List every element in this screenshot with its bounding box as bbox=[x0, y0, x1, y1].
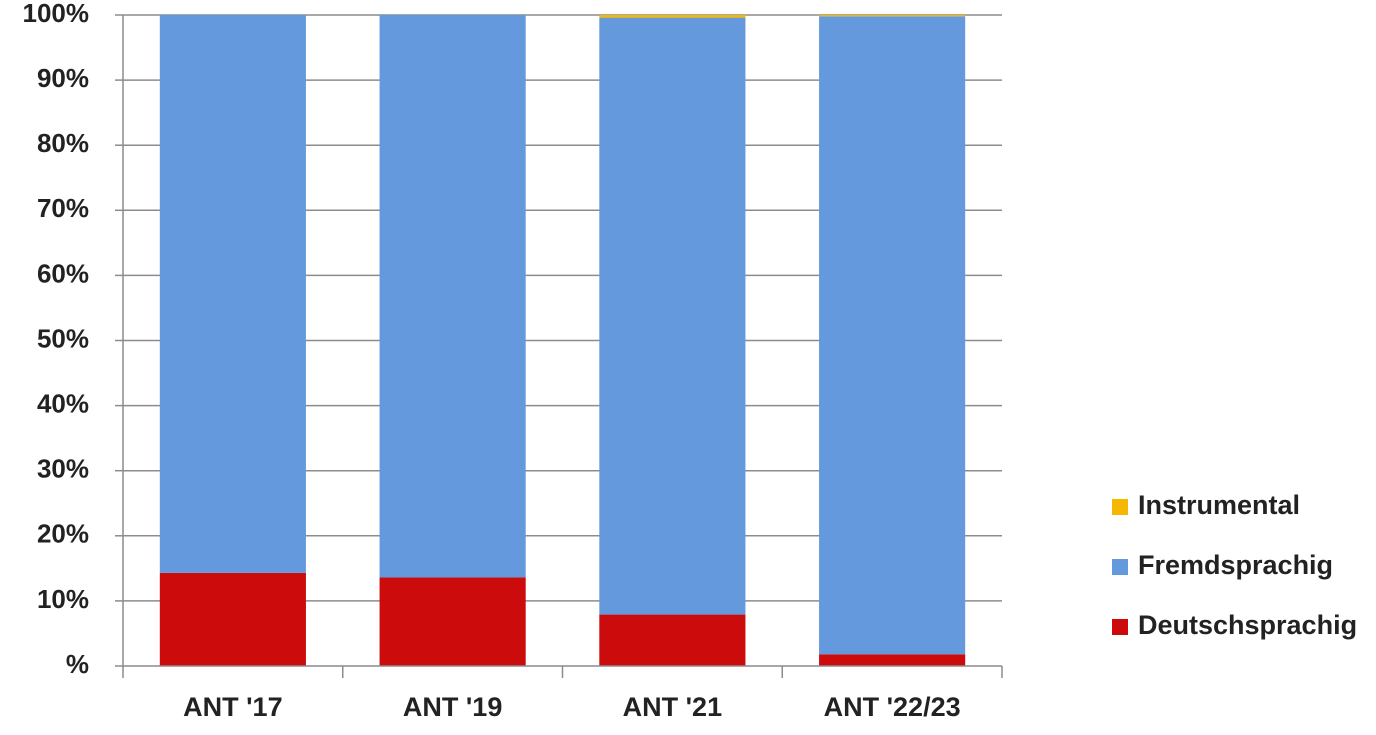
legend-swatch bbox=[1112, 499, 1128, 515]
y-tick-label: 80% bbox=[37, 128, 89, 158]
y-tick-labels: % 10% 20% 30% 40% 50% 60% 70% 80% 90% 100% bbox=[23, 0, 90, 679]
category-labels: ANT '17 ANT '19 ANT '21 ANT '22/23 bbox=[183, 692, 960, 722]
x-category-label: ANT '21 bbox=[623, 692, 722, 722]
bar-segment bbox=[380, 577, 526, 666]
y-tick-label: 30% bbox=[37, 454, 89, 484]
x-category-label: ANT '22/23 bbox=[824, 692, 961, 722]
y-tick-label: 70% bbox=[37, 193, 89, 223]
bar-segment bbox=[380, 15, 526, 577]
x-category-label: ANT '17 bbox=[183, 692, 282, 722]
y-tick-label: 90% bbox=[37, 63, 89, 93]
bar-segment bbox=[160, 15, 306, 573]
y-tick-label: 60% bbox=[37, 258, 89, 288]
legend-swatch bbox=[1112, 619, 1128, 635]
bar-segment bbox=[599, 15, 745, 18]
legend: Instrumental Fremdsprachig Deutschsprachig bbox=[1112, 490, 1357, 640]
bar-segment bbox=[819, 15, 965, 16]
y-tick-label: % bbox=[66, 649, 89, 679]
bar-segment bbox=[599, 615, 745, 666]
legend-label: Instrumental bbox=[1138, 490, 1300, 520]
y-tick-label: 10% bbox=[37, 584, 89, 614]
x-category-label: ANT '19 bbox=[403, 692, 502, 722]
bar-segment bbox=[599, 18, 745, 615]
y-tick-label: 40% bbox=[37, 388, 89, 418]
legend-label: Deutschsprachig bbox=[1138, 610, 1357, 640]
y-tick-label: 100% bbox=[23, 0, 90, 28]
bar-segment bbox=[819, 16, 965, 654]
legend-label: Fremdsprachig bbox=[1138, 550, 1333, 580]
bar-segment bbox=[160, 573, 306, 666]
legend-swatch bbox=[1112, 559, 1128, 575]
y-tick-label: 50% bbox=[37, 323, 89, 353]
bar-segment bbox=[819, 654, 965, 666]
y-tick-label: 20% bbox=[37, 519, 89, 549]
